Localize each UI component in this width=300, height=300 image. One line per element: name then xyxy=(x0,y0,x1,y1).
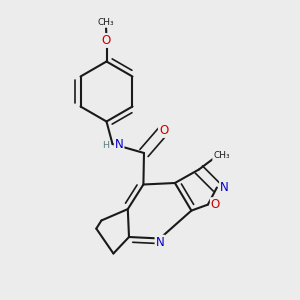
Text: O: O xyxy=(211,198,220,211)
Text: N: N xyxy=(220,181,229,194)
Text: O: O xyxy=(159,124,168,137)
Text: N: N xyxy=(155,236,164,249)
Text: N: N xyxy=(115,137,124,151)
Text: CH₃: CH₃ xyxy=(98,18,114,27)
Text: H: H xyxy=(102,141,110,150)
Text: O: O xyxy=(102,34,111,47)
Text: CH₃: CH₃ xyxy=(213,152,230,160)
